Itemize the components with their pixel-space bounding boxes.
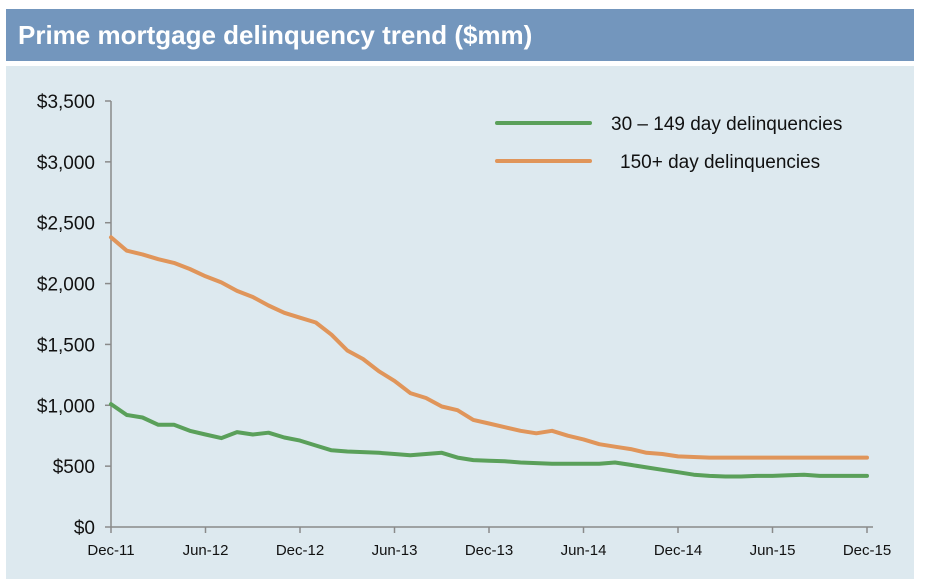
- x-tick-label: Dec-13: [465, 542, 513, 559]
- x-tick-label: Dec-12: [276, 542, 324, 559]
- x-tick-label: Dec-14: [654, 542, 702, 559]
- chart-panel: [6, 66, 914, 579]
- x-tick-label: Jun-13: [372, 542, 418, 559]
- y-tick-label: $2,000: [37, 275, 95, 296]
- chart-title: Prime mortgage delinquency trend ($mm): [18, 20, 533, 50]
- x-tick-label: Dec-11: [87, 542, 134, 559]
- y-tick-label: $3,500: [37, 92, 95, 113]
- y-tick-label: $1,500: [37, 335, 95, 356]
- legend-label: 150+ day delinquencies: [620, 152, 820, 173]
- axes: $0 $500 $1,000 $1,500 $2,000 $2,500 $3,000 $3,5…: [37, 92, 891, 559]
- y-tick-label: $3,000: [37, 153, 95, 174]
- y-tick-label: $0: [74, 518, 95, 539]
- series-layer: [109, 235, 869, 479]
- x-tick-label: Dec-15: [843, 542, 891, 559]
- x-tick-label: Jun-15: [750, 542, 796, 559]
- x-tick-label: Jun-14: [561, 542, 607, 559]
- series-line-30-149: [109, 402, 869, 479]
- y-tick-label: $1,000: [37, 396, 95, 417]
- title-bar: Prime mortgage delinquency trend ($mm): [6, 9, 914, 61]
- legend-label: 30 – 149 day delinquencies: [611, 114, 842, 135]
- series-line-150-plus: [109, 235, 869, 460]
- x-tick-label: Jun-12: [183, 542, 229, 559]
- y-tick-label: $2,500: [37, 214, 95, 235]
- y-tick-label: $500: [53, 457, 95, 478]
- legend: 30 – 149 day delinquencies 150+ day delin…: [495, 114, 842, 173]
